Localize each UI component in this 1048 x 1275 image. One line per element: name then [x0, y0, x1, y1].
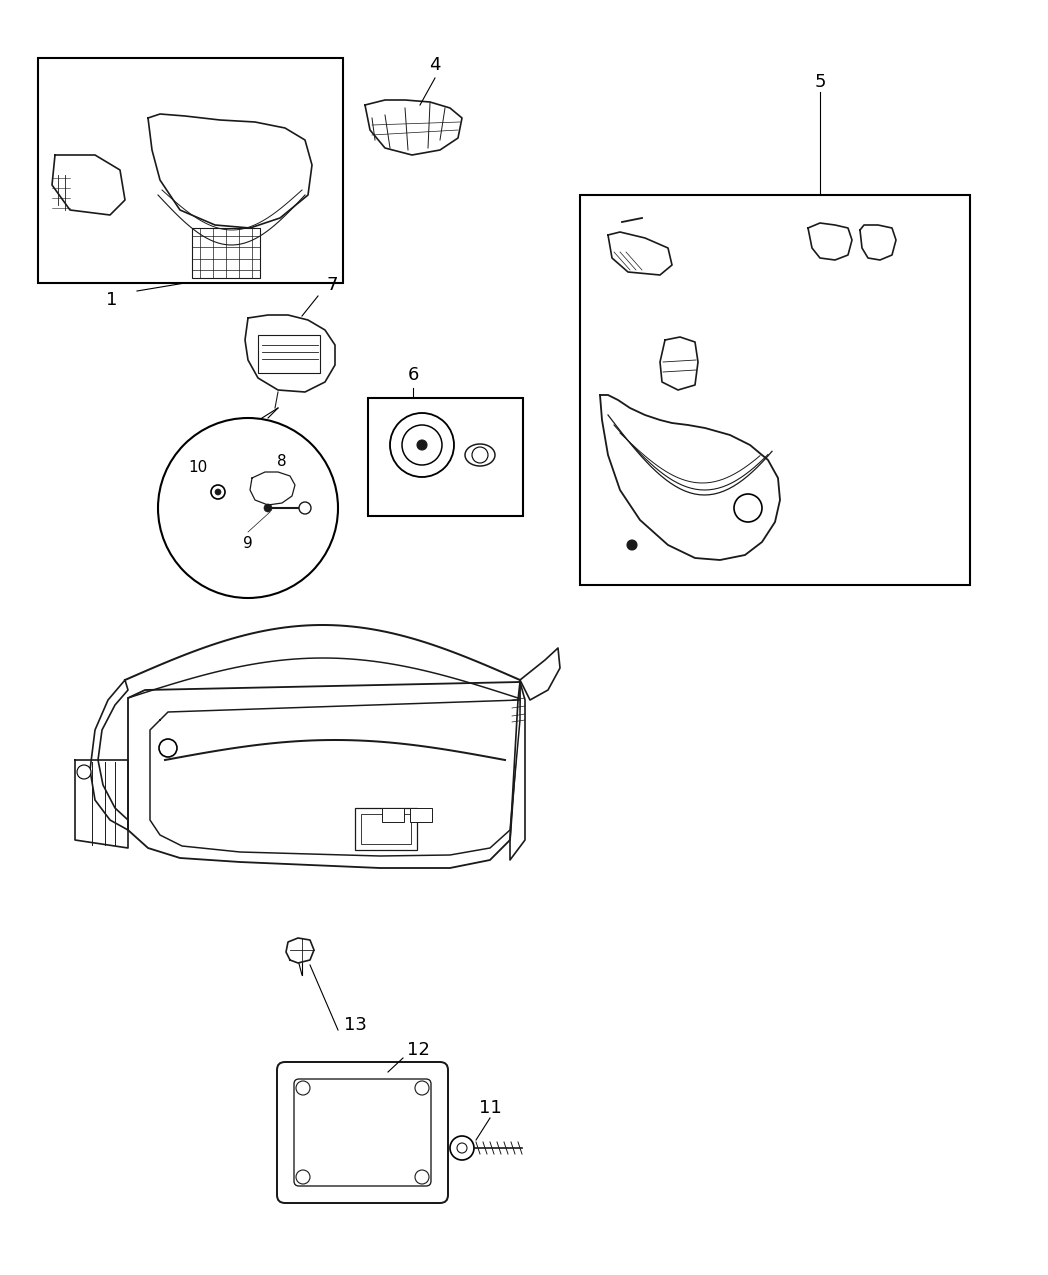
Text: 12: 12	[407, 1040, 430, 1060]
FancyBboxPatch shape	[294, 1079, 431, 1186]
Ellipse shape	[465, 444, 495, 465]
Text: 8: 8	[277, 454, 287, 469]
Polygon shape	[601, 395, 780, 560]
Polygon shape	[90, 680, 128, 830]
Circle shape	[450, 1136, 474, 1160]
Circle shape	[77, 765, 91, 779]
Circle shape	[264, 504, 272, 513]
Circle shape	[457, 1142, 467, 1153]
Polygon shape	[608, 232, 672, 275]
Polygon shape	[148, 113, 312, 228]
Circle shape	[211, 484, 225, 499]
Circle shape	[299, 502, 311, 514]
Circle shape	[415, 1170, 429, 1184]
Circle shape	[296, 1081, 310, 1095]
Circle shape	[158, 418, 339, 598]
Polygon shape	[365, 99, 462, 156]
Circle shape	[627, 541, 637, 550]
Circle shape	[390, 413, 454, 477]
Circle shape	[159, 740, 177, 757]
Circle shape	[734, 493, 762, 521]
Text: 13: 13	[344, 1016, 367, 1034]
Polygon shape	[510, 682, 525, 861]
Text: 5: 5	[814, 73, 826, 91]
Bar	[368, 398, 523, 516]
Circle shape	[402, 425, 442, 465]
Text: 6: 6	[408, 366, 419, 384]
Polygon shape	[250, 472, 294, 505]
Polygon shape	[150, 700, 520, 856]
Bar	[383, 808, 403, 822]
Polygon shape	[52, 156, 125, 215]
Circle shape	[215, 490, 221, 495]
Text: 11: 11	[479, 1099, 501, 1117]
Bar	[355, 808, 417, 850]
Polygon shape	[286, 938, 314, 963]
Text: 1: 1	[106, 291, 117, 309]
Polygon shape	[128, 682, 520, 868]
Text: 10: 10	[189, 460, 208, 476]
Bar	[580, 195, 970, 585]
Polygon shape	[660, 337, 698, 390]
Polygon shape	[75, 760, 128, 848]
Bar	[38, 57, 343, 283]
Bar	[258, 335, 320, 374]
Circle shape	[415, 1081, 429, 1095]
Polygon shape	[245, 315, 335, 391]
Circle shape	[296, 1170, 310, 1184]
Text: 7: 7	[326, 275, 337, 295]
FancyBboxPatch shape	[277, 1062, 447, 1204]
Polygon shape	[860, 224, 896, 260]
Text: 9: 9	[243, 536, 253, 551]
Text: 4: 4	[430, 56, 441, 74]
Circle shape	[472, 448, 488, 463]
Bar	[192, 228, 260, 278]
Bar	[361, 813, 411, 844]
Bar	[410, 808, 432, 822]
Circle shape	[417, 440, 427, 450]
Polygon shape	[520, 648, 560, 700]
Polygon shape	[808, 223, 852, 260]
